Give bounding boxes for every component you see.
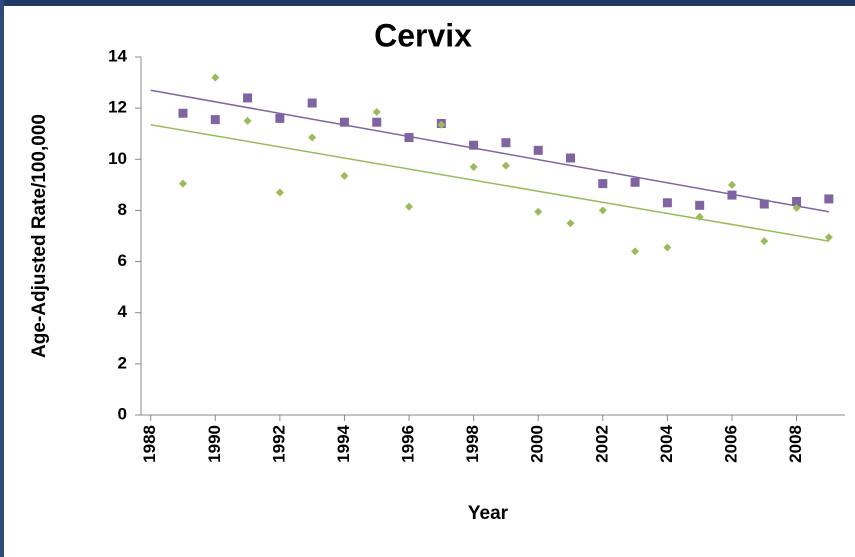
x-tick-label: 1996: [399, 425, 418, 463]
point: [566, 219, 575, 228]
point: [340, 171, 349, 180]
point: [663, 243, 672, 252]
point: [178, 108, 188, 118]
trendline: [150, 124, 829, 242]
point: [405, 202, 414, 211]
x-axis-title: Year: [468, 503, 509, 524]
point: [695, 212, 704, 221]
point: [631, 247, 640, 256]
left-border: [0, 0, 4, 557]
point: [727, 180, 736, 189]
y-tick-label: 0: [118, 404, 127, 423]
point: [243, 93, 253, 103]
y-tick-label: 12: [108, 98, 127, 117]
point: [534, 207, 543, 216]
point: [469, 140, 479, 150]
y-tick-label: 6: [118, 251, 127, 270]
point: [339, 117, 349, 127]
y-axis-title: Age-Adjusted Rate/100,000: [29, 114, 50, 358]
point: [211, 73, 220, 82]
y-tick-label: 4: [118, 302, 128, 321]
top-border: [0, 0, 855, 6]
y-tick-label: 8: [118, 200, 127, 219]
x-tick-label: 2008: [786, 425, 805, 463]
x-tick-label: 2002: [592, 425, 611, 463]
point: [469, 162, 478, 171]
point: [598, 179, 608, 189]
x-tick-label: 1992: [269, 425, 288, 463]
point: [243, 116, 252, 125]
point: [404, 133, 414, 143]
x-tick-label: 1990: [205, 425, 224, 463]
point: [275, 188, 284, 197]
point: [630, 177, 640, 187]
y-tick-label: 10: [108, 149, 127, 168]
point: [307, 98, 317, 108]
point: [662, 198, 672, 208]
x-tick-label: 1994: [334, 424, 353, 462]
point: [533, 145, 543, 155]
x-tick-label: 2004: [657, 424, 676, 462]
point: [792, 196, 802, 206]
point: [372, 117, 382, 127]
x-tick-label: 1998: [463, 425, 482, 463]
point: [308, 133, 317, 142]
chart-title: Cervix: [374, 17, 472, 53]
trendline: [150, 89, 829, 213]
x-tick-label: 2000: [528, 425, 547, 463]
point: [792, 203, 801, 212]
y-tick-label: 14: [108, 46, 127, 65]
point: [178, 179, 187, 188]
point: [598, 206, 607, 215]
point: [566, 153, 576, 163]
y-tick-label: 2: [118, 353, 127, 372]
point: [824, 233, 833, 242]
point: [275, 113, 285, 123]
point: [501, 161, 510, 170]
x-tick-label: 1988: [140, 425, 159, 463]
x-tick-label: 2006: [721, 425, 740, 463]
point: [437, 120, 446, 129]
point: [695, 200, 705, 210]
point: [372, 107, 381, 116]
point: [501, 138, 511, 148]
point: [824, 194, 834, 204]
point: [210, 115, 220, 125]
point: [760, 237, 769, 246]
point: [727, 190, 737, 200]
point: [759, 199, 769, 209]
